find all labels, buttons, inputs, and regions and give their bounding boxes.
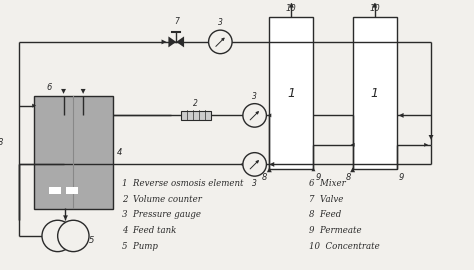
- Text: 8: 8: [262, 173, 267, 182]
- Text: 10  Concentrate: 10 Concentrate: [309, 242, 379, 251]
- Bar: [34, 96, 112, 208]
- Polygon shape: [269, 162, 274, 167]
- Text: 7  Valve: 7 Valve: [309, 195, 343, 204]
- Bar: [66, 187, 78, 194]
- Text: 8: 8: [345, 173, 351, 182]
- Circle shape: [209, 30, 232, 54]
- Bar: [181, 110, 210, 120]
- Polygon shape: [61, 89, 66, 94]
- Polygon shape: [399, 113, 403, 118]
- Text: 8: 8: [0, 138, 3, 147]
- Text: 1: 1: [371, 87, 379, 100]
- Text: 9  Permeate: 9 Permeate: [309, 226, 361, 235]
- Circle shape: [42, 220, 73, 252]
- Text: 2  Volume counter: 2 Volume counter: [122, 195, 202, 204]
- Text: 4  Feed tank: 4 Feed tank: [122, 226, 177, 235]
- Text: 9: 9: [315, 173, 321, 182]
- Polygon shape: [32, 104, 36, 107]
- Polygon shape: [267, 113, 271, 117]
- Bar: [269, 17, 313, 169]
- Bar: [49, 187, 61, 194]
- Text: 10: 10: [369, 5, 380, 14]
- Polygon shape: [267, 167, 272, 172]
- Text: 3: 3: [252, 179, 257, 188]
- Polygon shape: [311, 167, 315, 171]
- Polygon shape: [350, 167, 355, 172]
- Text: 8  Feed: 8 Feed: [309, 210, 341, 220]
- Polygon shape: [162, 39, 166, 44]
- Text: 4: 4: [117, 148, 122, 157]
- Text: 9: 9: [399, 173, 404, 182]
- Text: 6  Mixer: 6 Mixer: [309, 179, 345, 188]
- Text: 3: 3: [218, 18, 223, 27]
- Text: 10: 10: [286, 5, 297, 14]
- Text: 5: 5: [89, 236, 94, 245]
- Text: 7: 7: [174, 17, 179, 26]
- Text: 6: 6: [46, 83, 52, 92]
- Text: 2: 2: [193, 99, 198, 107]
- Text: 1  Reverse osmosis element: 1 Reverse osmosis element: [122, 179, 244, 188]
- Text: 1: 1: [287, 87, 295, 100]
- Polygon shape: [63, 215, 68, 220]
- Polygon shape: [81, 89, 86, 94]
- Circle shape: [243, 104, 266, 127]
- Circle shape: [58, 220, 89, 252]
- Bar: [353, 17, 397, 169]
- Polygon shape: [240, 163, 244, 166]
- Text: 3  Pressure gauge: 3 Pressure gauge: [122, 210, 201, 220]
- Polygon shape: [289, 3, 294, 8]
- Polygon shape: [351, 143, 355, 147]
- Circle shape: [243, 153, 266, 176]
- Polygon shape: [424, 143, 428, 147]
- Text: 5  Pump: 5 Pump: [122, 242, 158, 251]
- Polygon shape: [176, 36, 184, 48]
- Text: 3: 3: [252, 92, 257, 101]
- Polygon shape: [372, 3, 377, 8]
- Polygon shape: [428, 135, 434, 140]
- Polygon shape: [168, 36, 176, 48]
